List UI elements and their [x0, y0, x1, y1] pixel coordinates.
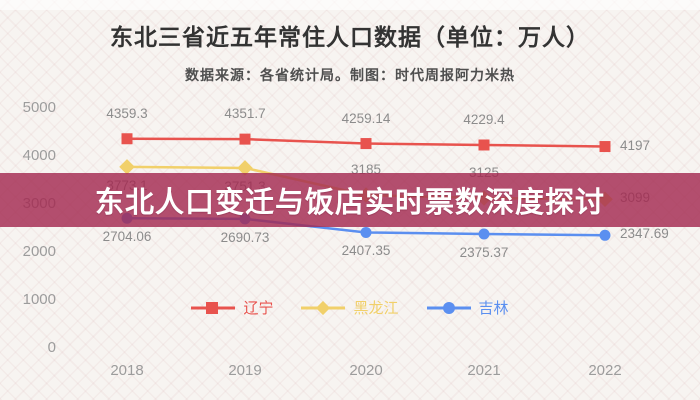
- point-liaoning-2018: [121, 133, 133, 145]
- chart-subtitle: 数据来源：各省统计局。制图：时代周报阿力米热: [185, 69, 515, 84]
- legend-marker-circle-icon: [426, 301, 471, 314]
- point-heilongjiang-2018: [119, 159, 135, 175]
- top-strip: [0, 0, 700, 10]
- point-liaoning-2021: [478, 139, 490, 151]
- legend-item-jilin[interactable]: 吉林: [426, 297, 509, 318]
- point-liaoning-2020: [360, 138, 372, 150]
- legend-marker-square-icon: [191, 301, 236, 314]
- point-liaoning-2019: [239, 133, 251, 145]
- point-jilin-2021: [478, 228, 490, 240]
- legend: 辽宁 黑龙江 吉林: [0, 297, 700, 318]
- legend-label: 吉林: [478, 300, 509, 317]
- point-heilongjiang-2019: [237, 160, 253, 176]
- legend-item-heilongjiang[interactable]: 黑龙江: [301, 297, 399, 318]
- point-jilin-2022: [599, 229, 611, 241]
- headline-text: 东北人口变迁与饭店实时票数深度探讨: [94, 187, 605, 219]
- point-jilin-2020: [360, 226, 372, 238]
- legend-item-liaoning[interactable]: 辽宁: [191, 297, 273, 318]
- legend-marker-diamond-icon: [301, 300, 346, 315]
- headline-banner: 东北人口变迁与饭店实时票数深度探讨: [0, 173, 700, 227]
- chart-title: 东北三省近五年常住人口数据（单位：万人）: [110, 25, 590, 50]
- point-liaoning-2022: [599, 141, 611, 153]
- legend-label: 辽宁: [243, 300, 274, 317]
- legend-label: 黑龙江: [353, 300, 399, 317]
